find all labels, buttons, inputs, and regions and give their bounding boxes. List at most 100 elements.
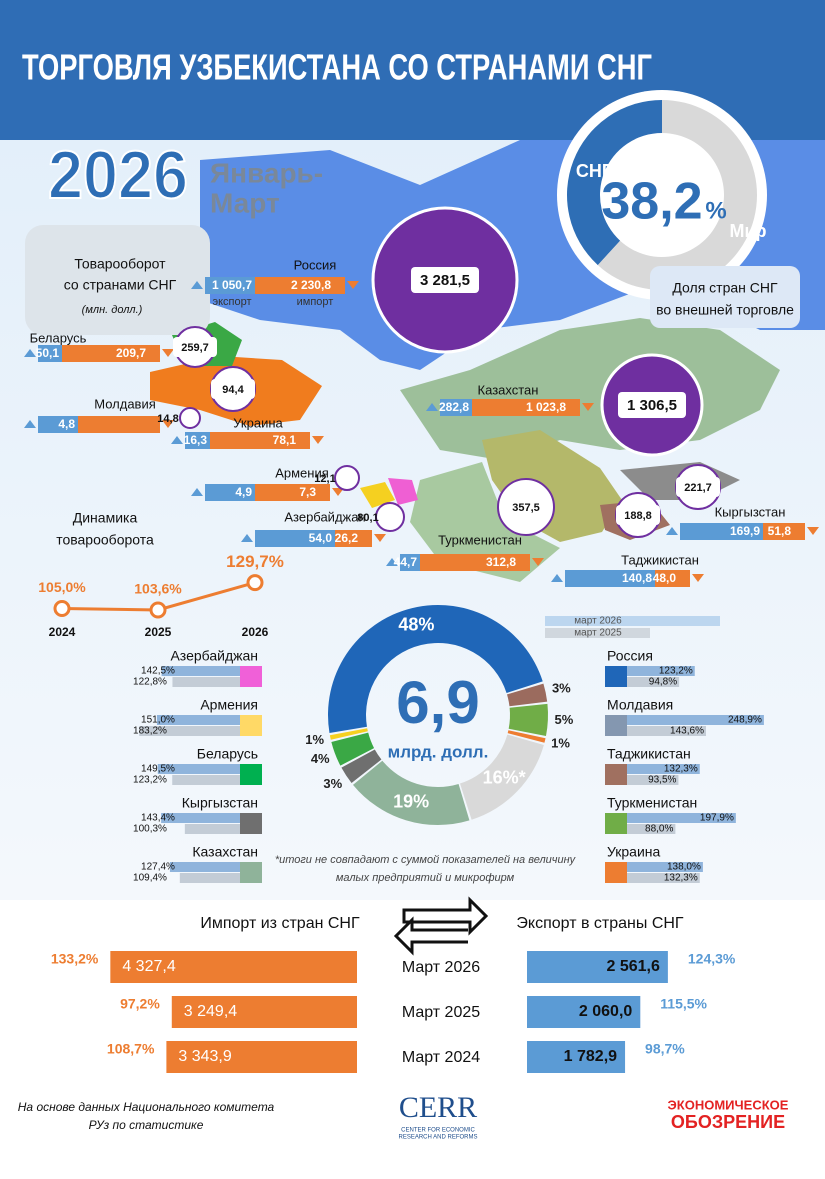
share-value: 38,2 [601, 173, 702, 231]
legend-title: Товарооборот [74, 256, 166, 272]
map-armenia [360, 482, 395, 508]
import-bar [420, 554, 530, 571]
total-value: 3 281,5 [420, 272, 470, 289]
growth-2025-bar [172, 677, 240, 687]
growth-2026: 197,9% [700, 813, 734, 824]
export-arrow [426, 403, 438, 411]
export-value: 282,8 [439, 400, 469, 414]
growth-2026-bar [627, 764, 700, 774]
export-bar [680, 523, 763, 540]
color-key [605, 666, 627, 687]
country-name: Туркменистан [438, 532, 522, 547]
brand: ЭКОНОМИЧЕСКОЕ [668, 1097, 789, 1112]
import-arrow [347, 281, 359, 289]
export-arrow [666, 527, 678, 535]
export-bar [205, 484, 255, 501]
share-caption-box [650, 266, 800, 328]
share-cis-label: СНГ [576, 161, 612, 181]
share-cis-arc [567, 100, 662, 266]
export-growth: 124,3% [688, 951, 736, 967]
dynamics-point [53, 600, 71, 618]
growth-2025: 94,8% [649, 677, 677, 688]
export-bar [38, 345, 62, 362]
import-value: 3 343,9 [178, 1048, 231, 1065]
import-arrow [162, 349, 174, 357]
brand: ОБОЗРЕНИЕ [671, 1112, 785, 1132]
export-arrow [171, 436, 183, 444]
growth-2026-bar [161, 813, 240, 823]
country-name: Таджикистан [621, 552, 699, 567]
growth-2026: 149,5% [141, 764, 175, 775]
export-growth: 98,7% [645, 1041, 685, 1057]
country-name: Казахстан [192, 844, 258, 860]
export-arrow [191, 488, 203, 496]
segment-label: 1% [305, 732, 324, 747]
color-key [240, 764, 262, 785]
export-value: 1 050,7 [212, 278, 252, 292]
import-caption: импорт [297, 296, 334, 308]
dynamics-year: 2024 [49, 625, 76, 639]
period: Март 2024 [402, 1049, 480, 1066]
structure-segment [329, 728, 368, 740]
dynamics-point [246, 574, 264, 592]
export-arrow [386, 558, 398, 566]
dynamics-point [149, 601, 167, 619]
growth-2025: 122,8% [133, 677, 167, 688]
import-value: 51,8 [768, 524, 792, 538]
total-label-box [616, 505, 660, 525]
export-arrow [24, 349, 36, 357]
share-caption: Доля стран СНГ [672, 280, 778, 296]
segment-label: 3% [552, 681, 571, 696]
legend-2025-bar [545, 628, 650, 638]
growth-2025-bar [627, 775, 679, 785]
growth-2026-bar [627, 666, 695, 676]
color-key [240, 813, 262, 834]
growth-2026-bar [627, 715, 764, 725]
dynamics-year: 2025 [145, 625, 172, 639]
logo-sub: RESEARCH AND REFORMS [398, 1135, 477, 1141]
logo: CERR [399, 1091, 477, 1124]
dynamics-title: товарооборота [56, 532, 154, 548]
growth-2026: 123,2% [659, 666, 693, 677]
import-arrow [582, 403, 594, 411]
growth-2026: 132,3% [664, 764, 698, 775]
country-name: Украина [233, 415, 283, 430]
export-value: 44,7 [394, 555, 418, 569]
export-growth: 115,5% [660, 996, 707, 1012]
segment-label: 4% [311, 751, 330, 766]
export-value: 2 561,6 [606, 958, 659, 975]
import-value: 2 230,8 [291, 278, 331, 292]
import-bar [110, 951, 358, 983]
logo-sub: CENTER FOR ECONOMIC [401, 1128, 475, 1134]
export-bar [440, 399, 472, 416]
total-value: 1 306,5 [627, 397, 677, 414]
growth-2026-bar [157, 764, 240, 774]
country-name: Азербайджан [284, 509, 365, 524]
import-arrow [532, 558, 544, 566]
color-key [605, 862, 627, 883]
total-label-box [173, 337, 217, 357]
dynamics-year: 2026 [242, 625, 269, 639]
country-name: Россия [294, 257, 337, 272]
import-growth: 97,2% [120, 996, 160, 1012]
export-bar [185, 432, 210, 449]
import-title: Импорт из стран СНГ [200, 915, 360, 932]
source: РУз по статистике [89, 1118, 204, 1132]
growth-2025-bar [172, 775, 240, 785]
country-name: Молдавия [94, 396, 156, 411]
growth-2025-bar [139, 726, 240, 736]
growth-2026-bar [627, 862, 703, 872]
country-name: Туркменистан [607, 795, 697, 811]
structure-segment [460, 734, 544, 820]
import-growth: 108,7% [107, 1041, 155, 1057]
export-bar [205, 277, 255, 294]
country-name: Армения [275, 465, 329, 480]
months: Март [210, 187, 280, 218]
segment-label: 48% [398, 614, 434, 634]
growth-2025: 88,0% [645, 824, 673, 835]
growth-2025: 100,3% [133, 824, 167, 835]
share-caption: во внешней торговле [656, 302, 794, 318]
country-name: Украина [607, 844, 661, 860]
